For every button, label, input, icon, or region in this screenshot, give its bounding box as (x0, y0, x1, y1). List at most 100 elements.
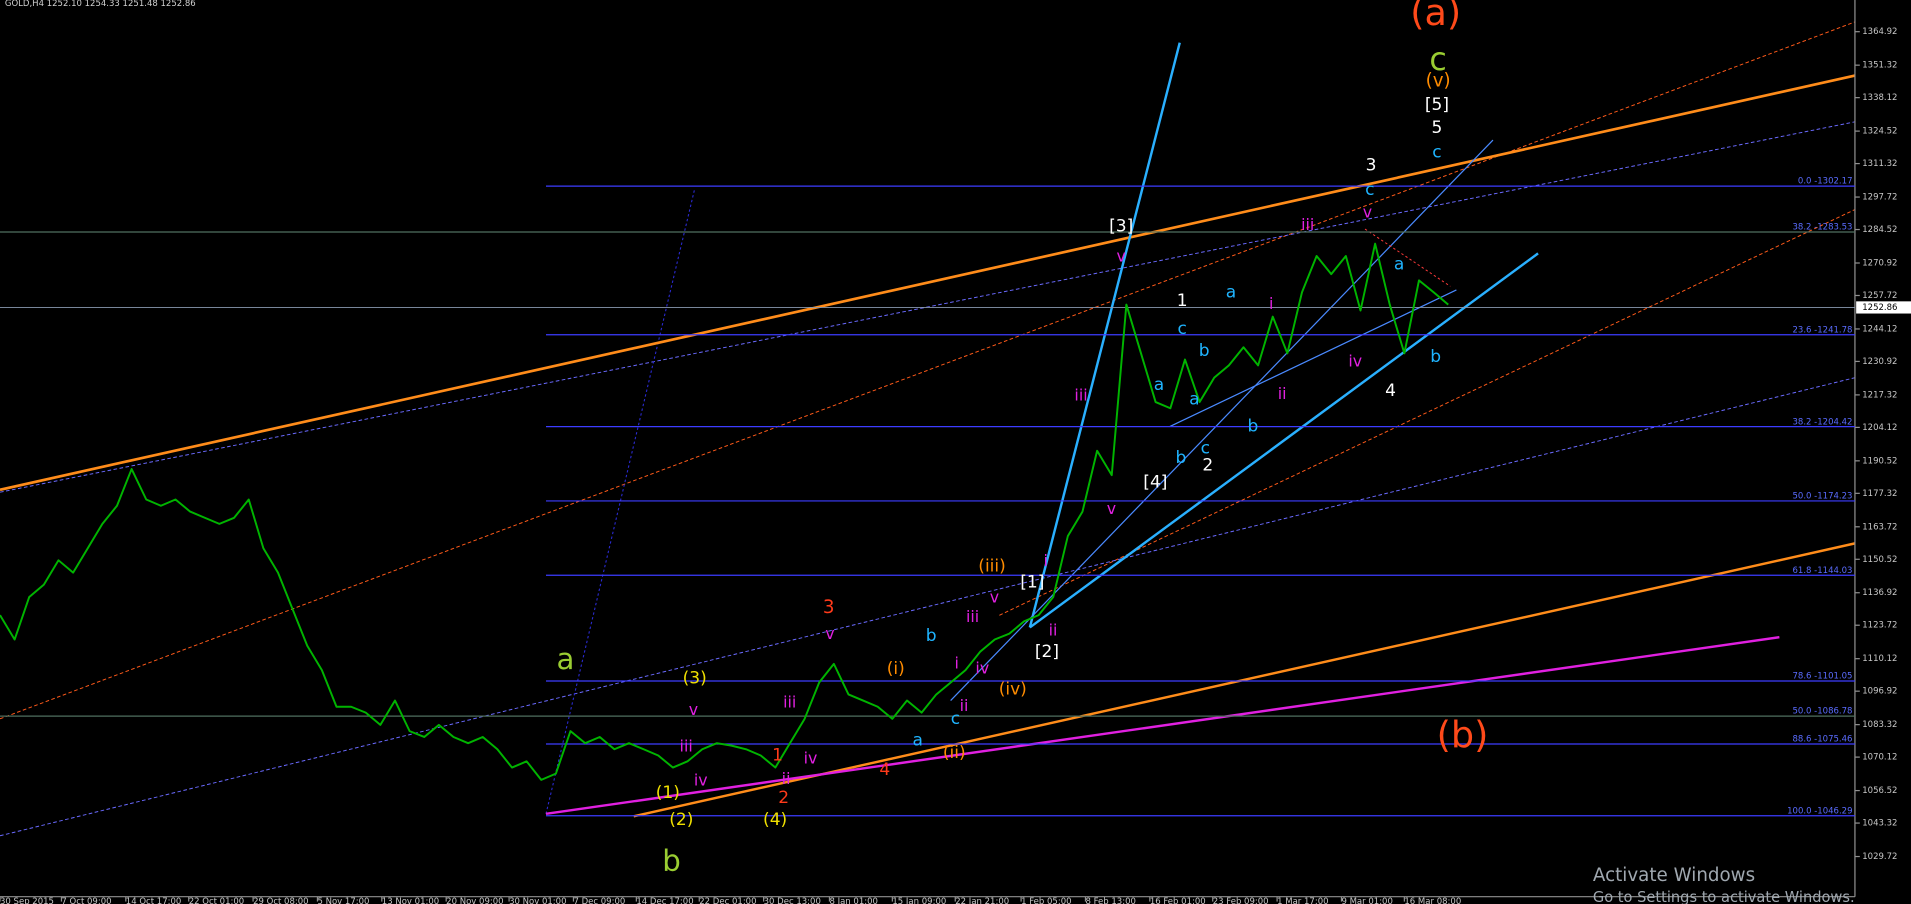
y-tick-label: 1217.32 (1862, 390, 1897, 400)
y-tick-label: 1284.52 (1862, 225, 1897, 235)
x-tick-label: 23 Feb 09:00 (1213, 897, 1269, 904)
y-tick-label: 1270.92 (1862, 259, 1897, 269)
trendline (1029, 252, 1539, 629)
wave-label: (ii) (943, 743, 966, 763)
y-tick-label: 1070.12 (1862, 753, 1897, 763)
wave-label: v (825, 624, 834, 643)
wave-label: v (1117, 247, 1126, 266)
y-tick-label: 1123.72 (1862, 621, 1897, 631)
y-tick-label: 1351.32 (1862, 61, 1897, 71)
wave-label: i (1043, 551, 1047, 570)
wave-label: 3 (1366, 156, 1377, 176)
y-tick-label: 1338.12 (1862, 93, 1897, 103)
fib-label: 38.2 -1283.53 (1793, 223, 1853, 233)
wave-label: iii (680, 736, 693, 755)
wave-label: iv (804, 749, 818, 768)
x-tick-label: 20 Nov 09:00 (446, 897, 503, 904)
fib-label: 50.0 -1086.78 (1793, 707, 1853, 717)
wave-label: 1 (772, 745, 783, 765)
wave-label: (v) (1426, 71, 1451, 92)
wave-label: c (1177, 319, 1186, 339)
wave-label: c (1429, 42, 1446, 78)
wave-label: i (1269, 294, 1273, 313)
wave-label: v (689, 700, 698, 719)
y-tick-label: 1096.92 (1862, 687, 1897, 697)
wave-label: (4) (763, 810, 787, 830)
x-tick-label: 16 Feb 01:00 (1150, 897, 1206, 904)
y-tick-label: 1136.92 (1862, 588, 1897, 598)
wave-label: a (912, 731, 922, 751)
fib-label: 78.6 -1101.05 (1793, 672, 1853, 682)
x-tick-label: 7 Oct 09:00 (61, 897, 111, 904)
wave-label: [1] (1020, 572, 1044, 592)
wave-label: iii (966, 607, 979, 626)
wave-label: b (926, 626, 937, 646)
last-price-label: 1252.86 (1862, 303, 1897, 313)
fib-label: 23.6 -1241.78 (1793, 325, 1853, 335)
wave-label: [3] (1109, 217, 1133, 237)
wave-label: 2 (1202, 455, 1213, 475)
y-tick-label: 1297.72 (1862, 193, 1897, 203)
x-tick-label: 9 Mar 01:00 (1341, 897, 1392, 904)
wave-label: b (1247, 416, 1258, 436)
wave-label: iii (1074, 385, 1087, 404)
wave-label: (iv) (999, 680, 1027, 700)
x-tick-label: 22 Jan 21:00 (955, 897, 1009, 904)
trendline (999, 209, 1856, 616)
y-tick-label: 1244.12 (1862, 324, 1897, 334)
wave-label: 2 (778, 788, 789, 808)
y-tick-label: 1083.32 (1862, 720, 1897, 730)
last-price-box (1856, 301, 1911, 314)
x-tick-label: 14 Oct 17:00 (126, 897, 182, 904)
wave-label: a (1394, 254, 1404, 274)
y-tick-label: 1110.12 (1862, 654, 1897, 664)
wave-label: i (955, 653, 959, 672)
wave-label: (i) (887, 659, 905, 679)
wave-label: iii (783, 692, 796, 711)
x-tick-label: 29 Oct 08:00 (253, 897, 309, 904)
wave-label: (a) (1410, 0, 1461, 34)
wave-label: c (1365, 180, 1374, 200)
y-tick-label: 1177.32 (1862, 489, 1897, 499)
wave-label: (2) (669, 810, 693, 830)
wave-label: 4 (879, 760, 890, 780)
wave-label: v (1363, 203, 1372, 222)
wave-label: b (1430, 347, 1441, 367)
fib-label: 38.2 -1204.42 (1793, 417, 1853, 427)
price-line (0, 242, 1449, 781)
y-tick-label: 1190.52 (1862, 456, 1897, 466)
wave-label: a (1154, 375, 1164, 395)
watermark-subtitle: Go to Settings to activate Windows. (1593, 889, 1855, 904)
y-tick-label: 1324.52 (1862, 127, 1897, 137)
wave-label: [2] (1035, 642, 1059, 662)
x-tick-label: 14 Dec 17:00 (636, 897, 693, 904)
watermark-title: Activate Windows (1593, 865, 1755, 886)
y-tick-label: 1163.72 (1862, 522, 1897, 532)
fib-label: 88.6 -1075.46 (1793, 735, 1853, 745)
trendline (633, 542, 1856, 818)
chart-header: GOLD,H4 1252.10 1254.33 1251.48 1252.86 (5, 0, 196, 9)
wave-label: ii (1049, 621, 1058, 640)
x-tick-label: 16 Mar 08:00 (1404, 897, 1461, 904)
x-tick-label: 15 Jan 09:00 (892, 897, 946, 904)
y-tick-label: 1150.52 (1862, 555, 1897, 565)
wave-label: ii (782, 769, 791, 788)
wave-label: v (990, 588, 999, 607)
trendline (950, 139, 1494, 701)
x-tick-label: 7 Dec 09:00 (573, 897, 625, 904)
wave-label: a (557, 642, 575, 676)
y-tick-label: 1230.92 (1862, 357, 1897, 367)
wave-label: a (1226, 282, 1236, 302)
trendline (545, 635, 1780, 816)
wave-label: v (1107, 499, 1116, 518)
wave-label: 4 (1385, 381, 1396, 401)
y-tick-label: 1364.92 (1862, 27, 1897, 37)
y-tick-label: 1257.72 (1862, 291, 1897, 301)
fib-label: 0.0 -1302.17 (1798, 177, 1853, 187)
wave-label: 1 (1177, 291, 1188, 311)
wave-label: ii (1278, 384, 1287, 403)
wave-label: 5 (1431, 118, 1442, 138)
